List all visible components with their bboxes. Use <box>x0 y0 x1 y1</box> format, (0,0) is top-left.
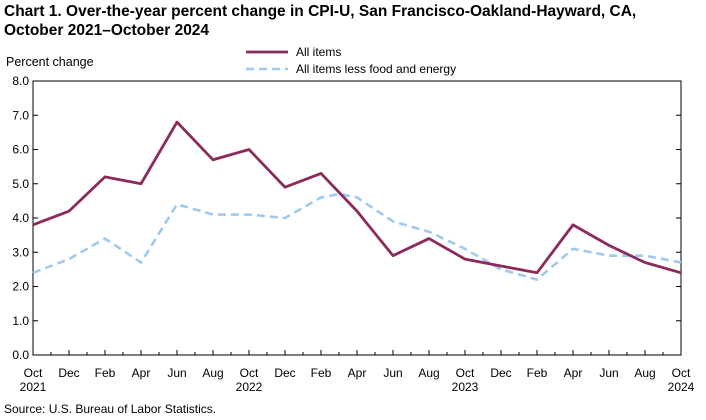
x-tick-label: Oct <box>240 366 259 380</box>
x-tick-label: Dec <box>274 366 295 380</box>
y-tick-label: 3.0 <box>12 245 29 259</box>
x-tick-label: Aug <box>634 366 655 380</box>
y-tick-label: 5.0 <box>12 177 29 191</box>
y-tick-label: 7.0 <box>12 108 29 122</box>
legend-label: All items less food and energy <box>296 62 456 76</box>
x-tick-label: Dec <box>490 366 511 380</box>
x-tick-label: Apr <box>564 366 583 380</box>
y-tick-label: 4.0 <box>12 211 29 225</box>
legend-label: All items <box>296 45 341 59</box>
series-line-core <box>32 192 682 281</box>
x-tick-label: Feb <box>95 366 116 380</box>
plot-frame <box>32 80 682 356</box>
x-tick-label: Oct <box>24 366 43 380</box>
chart-title-line2: October 2021–October 2024 <box>4 22 210 39</box>
x-tick-label: Jun <box>167 366 186 380</box>
source-note: Source: U.S. Bureau of Labor Statistics. <box>4 402 217 416</box>
x-tick-year-label: 2024 <box>668 380 695 394</box>
y-tick-label: 8.0 <box>12 74 29 88</box>
x-tick-label: Oct <box>672 366 691 380</box>
x-tick-label: Apr <box>132 366 151 380</box>
x-tick-label: Aug <box>418 366 439 380</box>
x-tick-label: Apr <box>348 366 367 380</box>
x-tick-label: Jun <box>383 366 402 380</box>
chart-title-line1: Chart 1. Over-the-year percent change in… <box>4 3 637 20</box>
x-tick-label: Jun <box>599 366 618 380</box>
x-tick-year-label: 2023 <box>452 380 479 394</box>
x-tick-label: Feb <box>527 366 548 380</box>
y-tick-label: 1.0 <box>12 314 29 328</box>
x-tick-label: Oct <box>456 366 475 380</box>
x-tick-label: Feb <box>311 366 332 380</box>
series-line-all-items <box>32 120 682 275</box>
x-tick-year-label: 2022 <box>236 380 263 394</box>
y-axis-label: Percent change <box>6 55 94 69</box>
x-tick-year-label: 2021 <box>20 380 47 394</box>
x-tick-label: Aug <box>202 366 223 380</box>
y-tick-label: 2.0 <box>12 280 29 294</box>
x-tick-label: Dec <box>58 366 79 380</box>
y-tick-label: 0.0 <box>12 348 29 362</box>
chart-title: Chart 1. Over-the-year percent change in… <box>4 2 704 40</box>
y-tick-label: 6.0 <box>12 143 29 157</box>
